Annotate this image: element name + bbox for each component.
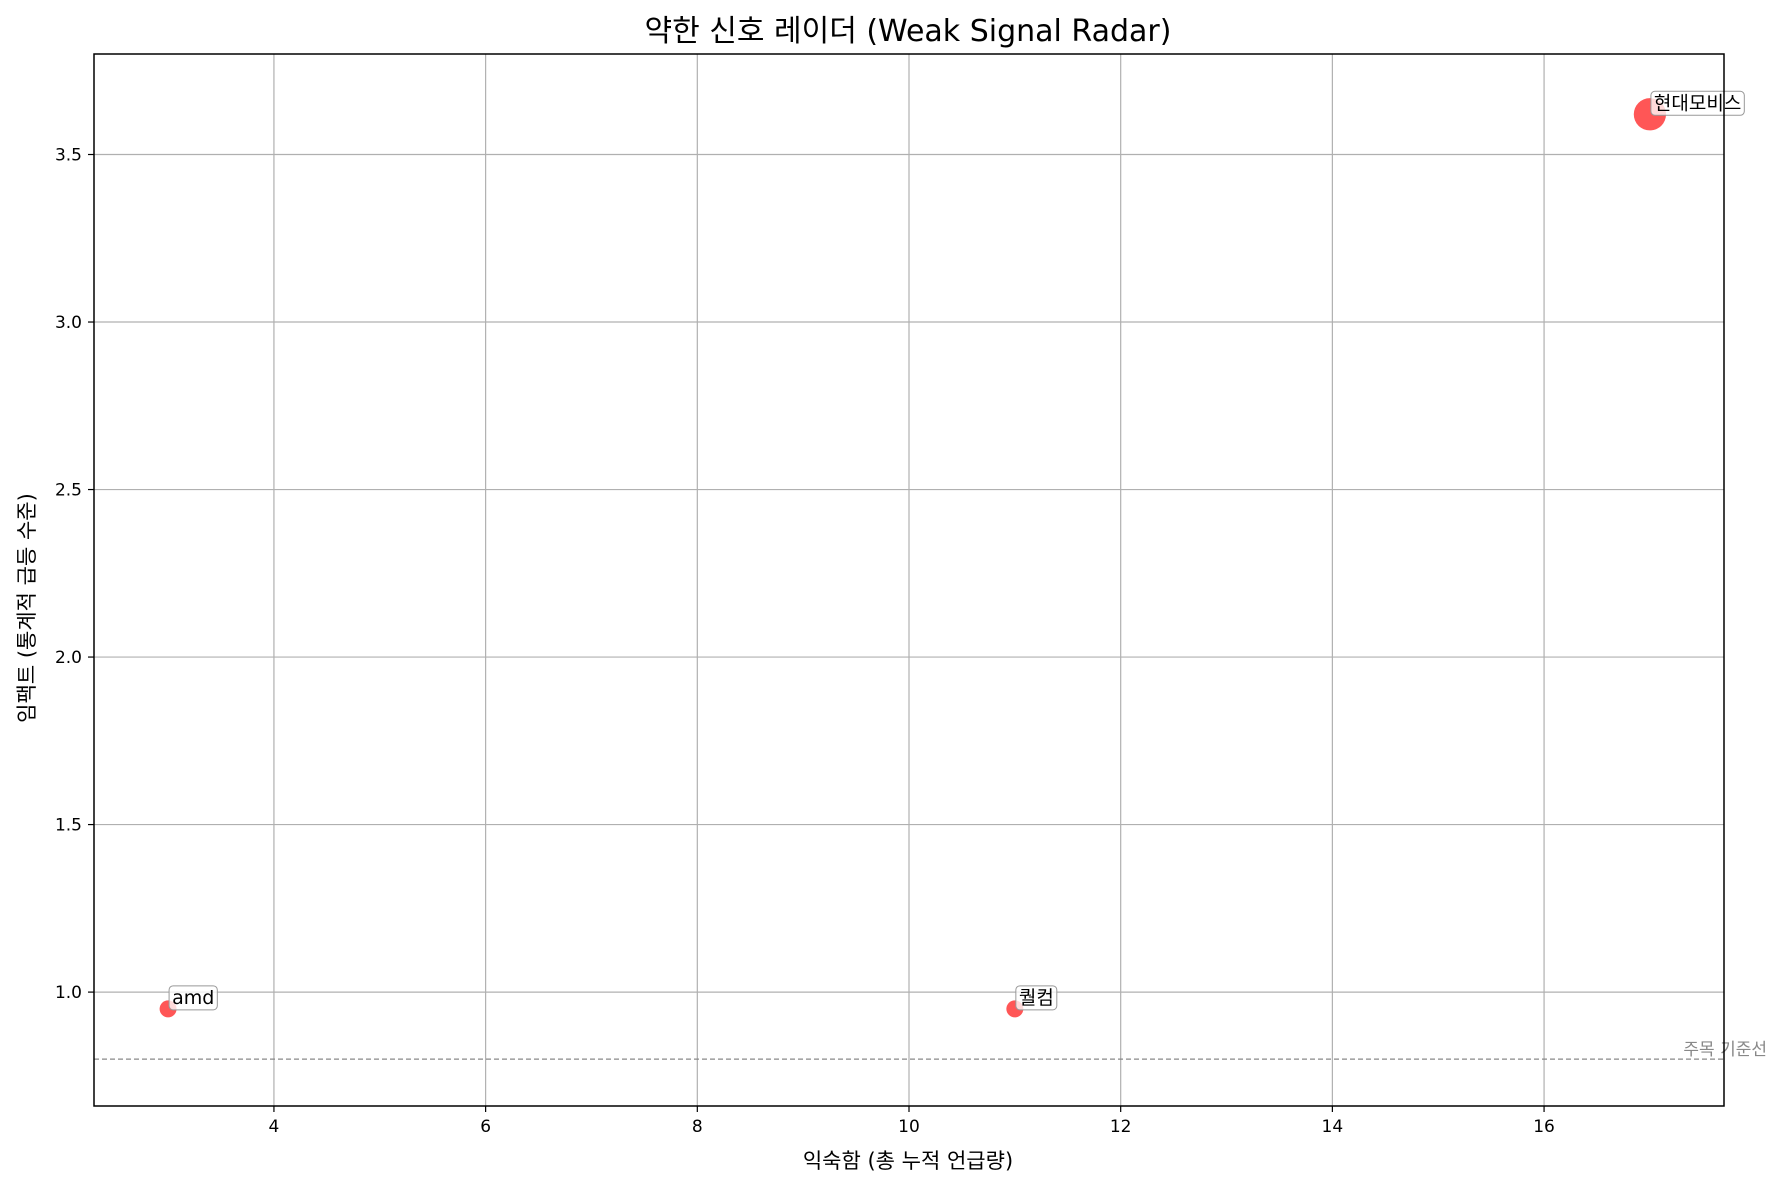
reference-line-group: 주목 기준선 (94, 1040, 1767, 1060)
x-axis-ticks: 4 6 8 10 12 14 16 (269, 1106, 1555, 1137)
y-tick-label: 1.5 (55, 816, 82, 836)
y-tick-label: 1.0 (55, 983, 82, 1003)
y-tick-label: 3.5 (55, 146, 82, 166)
y-tick-label: 3.0 (55, 313, 82, 333)
x-tick-label: 4 (269, 1117, 280, 1137)
x-tick-label: 16 (1533, 1117, 1555, 1137)
point-label: amd (172, 987, 214, 1009)
y-axis-label: 임팩트 (통계적 급등 수준) (15, 493, 39, 723)
x-tick-label: 6 (480, 1117, 491, 1137)
grid (94, 54, 1724, 1106)
x-axis-label: 익숙함 (총 누적 언급량) (803, 1149, 1013, 1173)
y-axis-ticks: 1.0 1.5 2.0 2.5 3.0 3.5 (55, 146, 94, 1003)
x-tick-label: 8 (692, 1117, 703, 1137)
point-label-box (1650, 90, 1745, 116)
data-points: amd 퀄컴 현대모비스 (159, 90, 1745, 1018)
point-label-box (168, 985, 218, 1011)
y-tick-label: 2.5 (55, 481, 82, 501)
x-tick-label: 14 (1322, 1117, 1344, 1137)
x-tick-label: 10 (898, 1117, 920, 1137)
chart-title: 약한 신호 레이더 (Weak Signal Radar) (645, 14, 1172, 49)
reference-line-label: 주목 기준선 (1683, 1040, 1767, 1060)
x-tick-label: 12 (1110, 1117, 1132, 1137)
y-tick-label: 2.0 (55, 648, 82, 668)
point-label-box (1015, 985, 1058, 1011)
point-label: 현대모비스 (1654, 92, 1741, 114)
point-label: 퀄컴 (1019, 987, 1054, 1009)
